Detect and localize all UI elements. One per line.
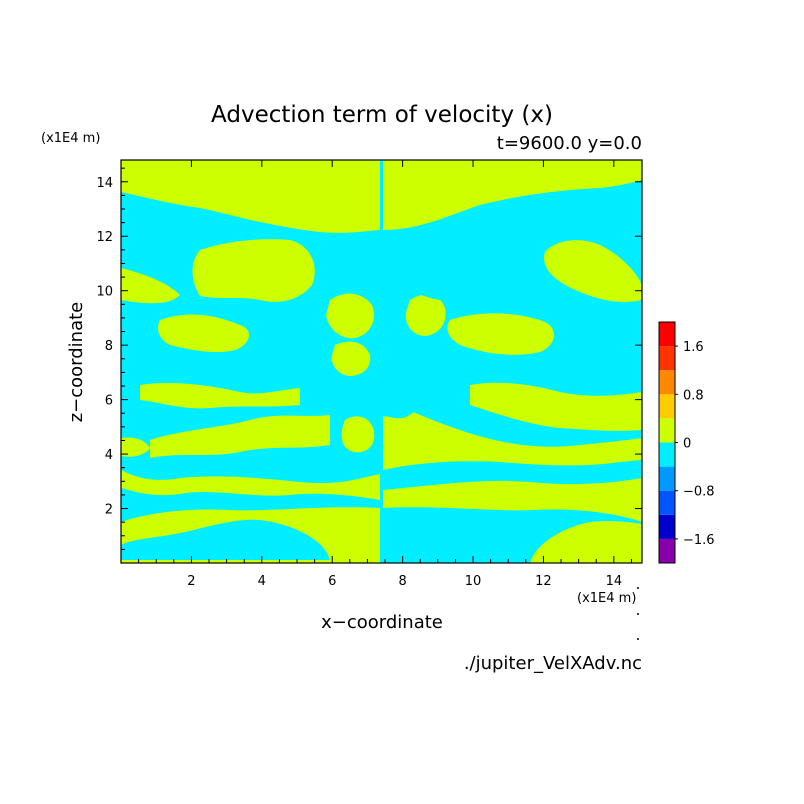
- contour-positive-region: [121, 507, 380, 563]
- marker-dot: [637, 638, 639, 640]
- contour-positive-region: [530, 521, 642, 563]
- contour-field: [120, 160, 642, 563]
- colorbar-swatch: [659, 394, 675, 419]
- x-axis-label: x−coordinate: [321, 612, 443, 633]
- marker-dot: [637, 587, 639, 589]
- contour-positive-region: [447, 313, 555, 355]
- contour-positive-region: [150, 415, 330, 458]
- y-axis: 2 4 6 8 10 12 14: [96, 167, 642, 550]
- x-tick-label: 8: [398, 574, 406, 589]
- contour-positive-region: [405, 294, 446, 336]
- chart-title: Advection term of velocity (x): [211, 102, 553, 128]
- x-tick-label: 6: [328, 574, 336, 589]
- contour-positive-region: [383, 400, 642, 522]
- y-tick-label: 8: [105, 339, 113, 354]
- colorbar-swatch: [659, 346, 675, 371]
- contour-positive-region: [192, 239, 315, 302]
- x-tick-label: 14: [606, 574, 623, 589]
- contour-positive-region: [121, 437, 150, 457]
- contour-positive-region: [331, 341, 371, 376]
- y-tick-label: 6: [105, 394, 113, 409]
- y-unit-label: (x1E4 m): [41, 131, 100, 146]
- x-unit-label: (x1E4 m): [577, 591, 636, 606]
- colorbar-tick-label: 1.6: [683, 340, 704, 355]
- chart-subtitle: t=9600.0 y=0.0: [497, 133, 642, 154]
- colorbar-swatch: [659, 538, 675, 563]
- marker-dot: [637, 613, 639, 615]
- x-tick-label: 12: [535, 574, 552, 589]
- contour-positive-region: [326, 293, 375, 339]
- contour-negative-region: [460, 515, 540, 525]
- colorbar-swatch: [659, 466, 675, 491]
- y-tick-label: 14: [96, 176, 113, 191]
- contour-negative-region: [383, 232, 452, 300]
- colorbar-tick-label: −1.6: [683, 533, 715, 548]
- colorbar-swatch: [659, 370, 675, 395]
- contour-negative-region: [383, 460, 642, 490]
- x-tick-label: 10: [465, 574, 482, 589]
- contour-positive-region: [341, 416, 375, 453]
- plot-area: 2 4 6 8 10 12 14 2 4 6 8 10 12 14: [96, 159, 643, 589]
- colorbar-tick-label: 0: [683, 437, 691, 452]
- contour-positive-region: [544, 240, 642, 303]
- contour-positive-region: [158, 314, 250, 353]
- contour-positive-region: [121, 160, 380, 233]
- contour-positive-region: [121, 470, 380, 500]
- contour-positive-region: [121, 268, 180, 304]
- y-tick-label: 2: [105, 503, 113, 518]
- colorbar-swatch: [659, 442, 675, 467]
- y-tick-label: 4: [105, 448, 113, 463]
- contour-positive-region: [140, 382, 300, 409]
- colorbar-swatch: [659, 418, 675, 443]
- y-axis-label: z−coordinate: [66, 302, 87, 423]
- contour-positive-region: [383, 160, 642, 230]
- y-tick-label: 10: [96, 285, 113, 300]
- contour-negative-region: [383, 355, 421, 419]
- x-axis: 2 4 6 8 10 12 14: [138, 160, 632, 589]
- contour-positive-region: [470, 382, 642, 431]
- y-tick-label: 12: [96, 230, 113, 245]
- plot-frame: [120, 159, 643, 564]
- colorbar-tick-label: 0.8: [683, 388, 704, 403]
- x-tick-label: 4: [258, 574, 266, 589]
- source-file-label: ./jupiter_VelXAdv.nc: [464, 653, 642, 674]
- colorbar: 1.6 0.8 0 −0.8 −1.6: [658, 321, 715, 564]
- colorbar-swatch: [659, 490, 675, 515]
- x-tick-label: 2: [187, 574, 195, 589]
- colorbar-swatch: [659, 514, 675, 539]
- colorbar-tick-label: −0.8: [683, 485, 715, 500]
- colorbar-swatch: [659, 322, 675, 347]
